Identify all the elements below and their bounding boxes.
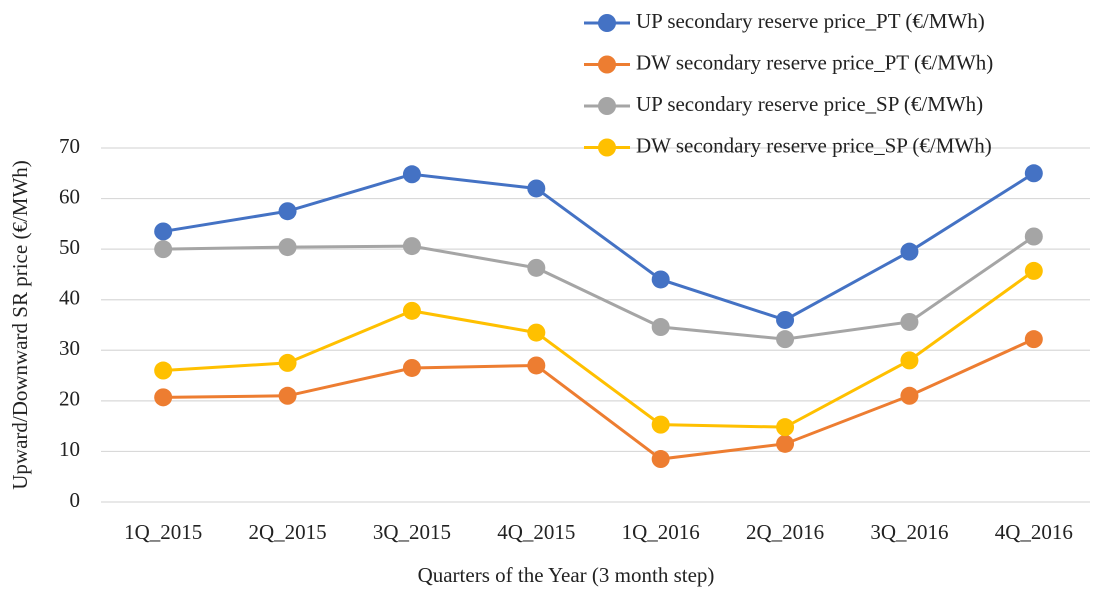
legend-marker (598, 55, 616, 74)
x-tick-label: 3Q_2016 (870, 520, 948, 544)
data-point (154, 222, 173, 241)
data-point (1024, 227, 1043, 246)
data-point (278, 238, 297, 257)
y-tick-label: 20 (59, 387, 80, 411)
y-tick-label: 40 (59, 286, 80, 310)
data-point (527, 179, 546, 198)
data-point (900, 386, 919, 405)
series-line (163, 337, 1035, 461)
data-point (776, 418, 795, 437)
data-point (776, 310, 795, 329)
data-point (651, 415, 670, 434)
series-line (162, 172, 1035, 322)
y-tick-label: 70 (59, 134, 80, 158)
data-point (651, 318, 670, 337)
data-point (900, 312, 919, 331)
legend-marker (598, 14, 616, 32)
data-point (1024, 261, 1043, 280)
series-line (163, 235, 1035, 341)
x-tick-label: 1Q_2016 (622, 520, 700, 544)
y-tick-label: 0 (70, 488, 81, 512)
legend-label: UP secondary reserve price_SP (€/MWh) (636, 92, 983, 116)
y-axis-title: Upward/Downward SR price (€/MWh) (8, 160, 32, 490)
series-line (163, 269, 1035, 429)
data-point (1024, 164, 1043, 183)
data-point (900, 351, 919, 370)
data-point (154, 361, 173, 380)
legend-label: DW secondary reserve price_PT (€/MWh) (636, 50, 993, 74)
data-point (154, 240, 173, 259)
legend-label: DW secondary reserve price_SP (€/MWh) (636, 133, 992, 157)
data-point (1024, 330, 1043, 349)
data-point (278, 353, 297, 372)
x-tick-label: 2Q_2016 (746, 520, 824, 544)
y-tick-label: 50 (59, 235, 80, 259)
data-point (278, 202, 297, 221)
y-tick-label: 60 (59, 184, 80, 208)
y-tick-label: 30 (59, 336, 80, 360)
legend-marker (598, 138, 616, 157)
x-tick-label: 4Q_2015 (497, 520, 575, 544)
data-point (776, 434, 795, 453)
legend-label: UP secondary reserve price_PT (€/MWh) (636, 9, 985, 33)
data-point (900, 242, 919, 261)
legend-marker (598, 97, 616, 115)
x-tick-label: 3Q_2015 (373, 520, 451, 544)
x-tick-label: 1Q_2015 (124, 520, 202, 544)
data-point (527, 323, 546, 342)
data-point (278, 386, 297, 405)
data-point (651, 270, 670, 289)
data-point (527, 356, 546, 375)
data-point (651, 450, 670, 469)
data-point (402, 165, 421, 184)
data-point (776, 330, 795, 349)
data-point (402, 301, 421, 320)
x-tick-label: 4Q_2016 (995, 520, 1073, 544)
y-tick-label: 10 (59, 437, 80, 461)
x-axis-title: Quarters of the Year (3 month step) (418, 563, 715, 587)
data-point (154, 388, 173, 407)
x-tick-label: 2Q_2015 (248, 520, 326, 544)
data-point (527, 258, 546, 277)
data-point (402, 358, 421, 377)
data-point (402, 237, 421, 256)
